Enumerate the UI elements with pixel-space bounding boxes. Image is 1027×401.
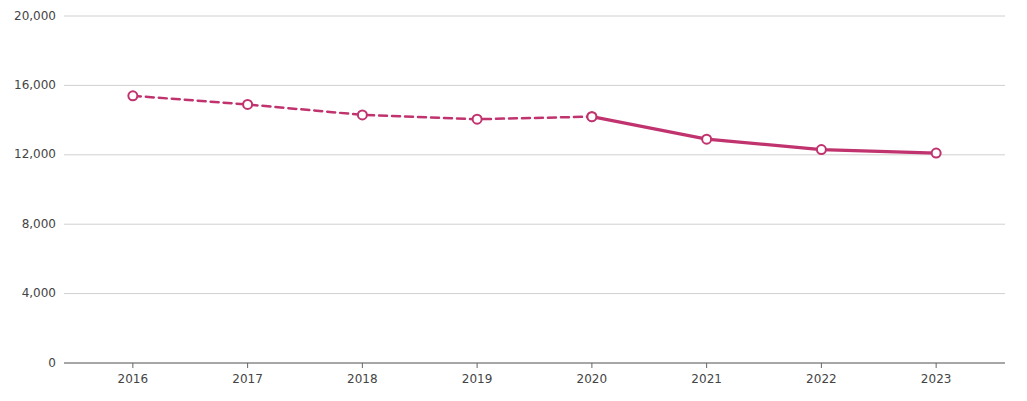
marker [587,112,596,121]
marker [358,110,367,119]
x-tick [247,363,248,368]
grid-line [64,293,1005,294]
marker [243,100,252,109]
marker [473,115,482,124]
x-tick [936,363,937,368]
x-tick-label: 2021 [691,372,722,386]
x-tick-label: 2022 [806,372,837,386]
x-tick [591,363,592,368]
marker [932,149,941,158]
x-tick-label: 2020 [577,372,608,386]
y-axis: 0 4,000 8,000 12,000 16,000 20,000 [14,9,1005,370]
x-tick [132,363,133,368]
x-tick-label: 2023 [921,372,952,386]
line [592,117,936,153]
y-tick-label: 0 [48,356,56,370]
grid-line [64,224,1005,225]
y-tick-label: 8,000 [22,217,56,231]
marker [817,145,826,154]
x-axis: 2016 2017 2018 2019 2020 2021 2022 2023 [118,363,952,386]
marker [702,135,711,144]
y-tick-label: 16,000 [14,78,56,92]
grid-line [64,16,1005,17]
y-tick-label: 20,000 [14,9,56,23]
x-tick [477,363,478,368]
marker [128,91,137,100]
y-tick-label: 4,000 [22,286,56,300]
grid-line [64,154,1005,155]
grid-line [64,85,1005,86]
x-tick [821,363,822,368]
plot-area [128,91,940,157]
grid-line [64,363,1005,364]
x-tick-label: 2018 [347,372,378,386]
x-axis-line [64,363,1005,364]
line [133,96,592,119]
x-tick-label: 2017 [232,372,263,386]
x-tick [362,363,363,368]
chart: 04,0008,00012,00016,00020,00020162017201… [0,0,1027,401]
y-tick-label: 12,000 [14,147,56,161]
x-tick-label: 2019 [462,372,493,386]
x-tick-label: 2016 [118,372,149,386]
x-tick [706,363,707,368]
marker [587,112,596,121]
